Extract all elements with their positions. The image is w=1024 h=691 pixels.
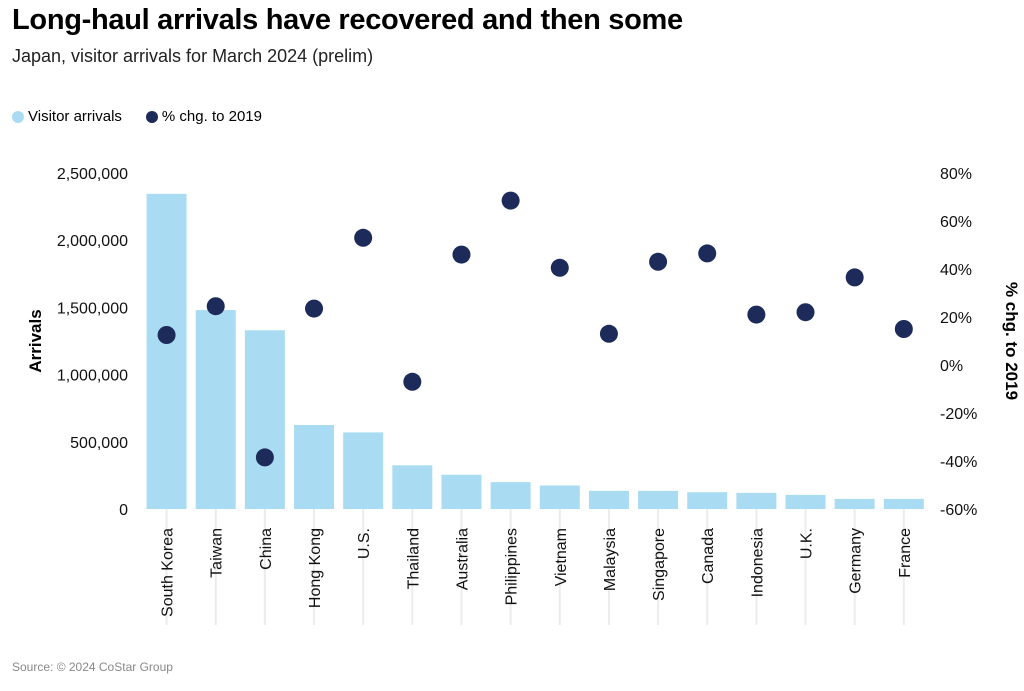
category-label: Australia	[454, 528, 471, 590]
pct-change-point	[698, 244, 717, 263]
y2-tick-label: -20%	[940, 406, 977, 423]
chart-subtitle: Japan, visitor arrivals for March 2024 (…	[12, 46, 374, 66]
pct-change-point	[550, 258, 569, 277]
pct-change-point	[255, 448, 274, 467]
category-label: U.S.	[356, 528, 373, 559]
bar	[785, 494, 826, 509]
pct-change-point	[354, 228, 373, 247]
category-label: Indonesia	[749, 528, 766, 597]
category-label: Germany	[848, 528, 865, 594]
bar	[392, 465, 433, 509]
legend-swatch-pct-change	[145, 110, 158, 123]
bar	[588, 490, 629, 509]
y2-tick-label: -40%	[940, 454, 977, 471]
chart-title: Long-haul arrivals have recovered and th…	[12, 4, 683, 36]
bar	[736, 492, 777, 509]
y2-tick-label: 0%	[940, 358, 963, 375]
pct-change-point	[845, 268, 864, 287]
category-label: Malaysia	[602, 528, 619, 591]
pct-change-point	[599, 324, 618, 343]
bar	[687, 492, 728, 509]
bar	[539, 485, 580, 509]
legend-item-pct-change: % chg. to 2019	[145, 108, 262, 125]
y-tick-label: 1,000,000	[57, 368, 128, 385]
y-tick-label: 0	[119, 502, 128, 519]
y-tick-label: 2,500,000	[57, 166, 128, 183]
category-label: China	[258, 528, 275, 570]
y-tick-label: 2,000,000	[57, 233, 128, 250]
category-label: South Korea	[160, 528, 177, 617]
y-tick-label: 1,500,000	[57, 300, 128, 317]
y2-tick-label: 40%	[940, 262, 972, 279]
y-axis-title: Arrivals	[26, 309, 45, 372]
category-label: Singapore	[651, 528, 668, 601]
bar	[834, 498, 875, 509]
y2-tick-label: -60%	[940, 502, 977, 519]
bar	[294, 425, 335, 509]
pct-change-point	[206, 297, 225, 316]
pct-change-point	[452, 245, 471, 264]
pct-change-point	[649, 252, 668, 271]
pct-change-point	[894, 320, 913, 338]
bar	[146, 193, 187, 509]
pct-change-point	[501, 191, 520, 210]
bar	[441, 474, 482, 509]
category-label: Vietnam	[553, 528, 570, 586]
legend-label-pct-change: % chg. to 2019	[161, 108, 262, 125]
y2-tick-label: 60%	[940, 214, 972, 231]
category-label: U.K.	[799, 528, 816, 559]
pct-change-point	[747, 305, 766, 324]
category-label: France	[897, 528, 914, 578]
source-note: Source: © 2024 CoStar Group	[12, 660, 173, 674]
pct-change-point	[796, 303, 815, 322]
bar	[244, 330, 285, 509]
bar	[343, 432, 384, 509]
legend-swatch-arrivals	[12, 110, 24, 123]
y2-tick-label: 20%	[940, 310, 972, 327]
bar	[638, 490, 679, 509]
y-tick-label: 500,000	[70, 435, 128, 452]
y2-axis-title: % chg. to 2019	[1002, 282, 1021, 400]
category-label: Canada	[700, 528, 717, 584]
pct-change-point	[403, 372, 422, 391]
legend: Visitor arrivals % chg. to 2019	[12, 108, 286, 125]
pct-change-point	[157, 326, 176, 344]
legend-label-arrivals: Visitor arrivals	[28, 108, 122, 125]
bar	[195, 310, 236, 509]
category-label: Taiwan	[209, 528, 226, 578]
legend-item-arrivals: Visitor arrivals	[12, 108, 122, 125]
bar	[883, 498, 924, 509]
bar	[490, 482, 531, 509]
pct-change-point	[305, 299, 324, 318]
y2-tick-label: 80%	[940, 166, 972, 183]
category-label: Hong Kong	[307, 528, 324, 608]
category-label: Thailand	[405, 528, 422, 589]
category-label: Philippines	[504, 528, 521, 605]
